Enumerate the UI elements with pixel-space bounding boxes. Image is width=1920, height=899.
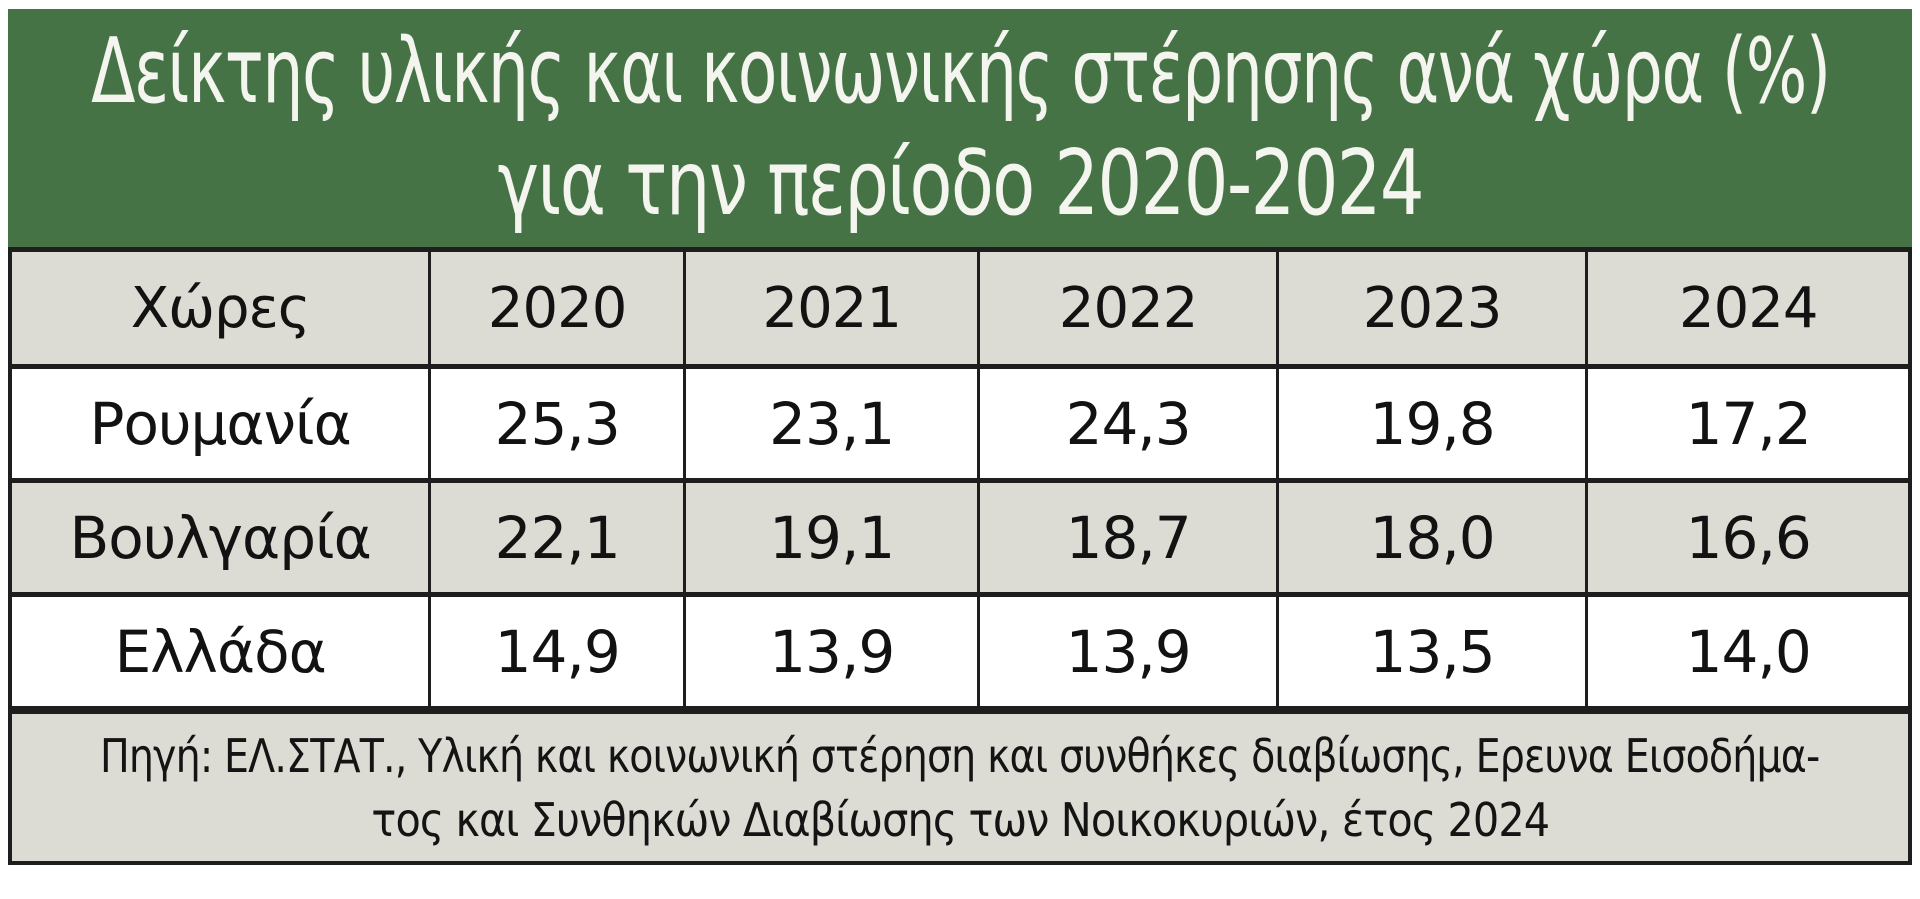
value-cell: 17,2 — [1585, 364, 1912, 483]
value-cell: 22,1 — [428, 478, 686, 597]
source-note-line-1: Πηγή: ΕΛ.ΣΤΑΤ., Υλική και κοινωνική στέρ… — [100, 728, 1820, 783]
table-row-greece: Ελλάδα 14,9 13,9 13,9 13,5 14,0 — [8, 592, 1912, 711]
row-label: Ελλάδα — [8, 592, 432, 711]
column-header-2024: 2024 — [1585, 247, 1912, 369]
column-header-2020: 2020 — [428, 247, 686, 369]
value-cell: 24,3 — [977, 364, 1279, 483]
column-header-countries: Χώρες — [8, 247, 432, 369]
title-banner: Δείκτης υλικής και κοινωνικής στέρησης α… — [8, 9, 1912, 247]
row-label: Ρουμανία — [8, 364, 432, 483]
table-row-romania: Ρουμανία 25,3 23,1 24,3 19,8 17,2 — [8, 364, 1912, 483]
table-header-row: Χώρες 2020 2021 2022 2023 2024 — [8, 247, 1912, 369]
table-row-bulgaria: Βουλγαρία 22,1 19,1 18,7 18,0 16,6 — [8, 478, 1912, 597]
column-header-2023: 2023 — [1275, 247, 1589, 369]
value-cell: 18,7 — [977, 478, 1279, 597]
value-cell: 13,9 — [977, 592, 1279, 711]
value-cell: 18,0 — [1275, 478, 1589, 597]
value-cell: 25,3 — [428, 364, 686, 483]
row-label: Βουλγαρία — [8, 478, 432, 597]
infographic-card: Δείκτης υλικής και κοινωνικής στέρησης α… — [8, 0, 1912, 865]
value-cell: 23,1 — [682, 364, 981, 483]
source-note-line-2: τος και Συνθηκών Διαβίωσης των Νοικοκυρι… — [371, 792, 1550, 847]
value-cell: 19,1 — [682, 478, 981, 597]
source-note: Πηγή: ΕΛ.ΣΤΑΤ., Υλική και κοινωνική στέρ… — [8, 711, 1912, 865]
column-header-2022: 2022 — [977, 247, 1279, 369]
value-cell: 14,9 — [428, 592, 686, 711]
value-cell: 13,5 — [1275, 592, 1589, 711]
chart-title-line-1: Δείκτης υλικής και κοινωνικής στέρησης α… — [90, 19, 1831, 124]
chart-title-line-2: για την περίοδο 2020-2024 — [497, 131, 1424, 236]
deprivation-table: Χώρες 2020 2021 2022 2023 2024 Ρουμανία … — [8, 247, 1912, 711]
value-cell: 13,9 — [682, 592, 981, 711]
value-cell: 19,8 — [1275, 364, 1589, 483]
column-header-2021: 2021 — [682, 247, 981, 369]
value-cell: 16,6 — [1585, 478, 1912, 597]
value-cell: 14,0 — [1585, 592, 1912, 711]
